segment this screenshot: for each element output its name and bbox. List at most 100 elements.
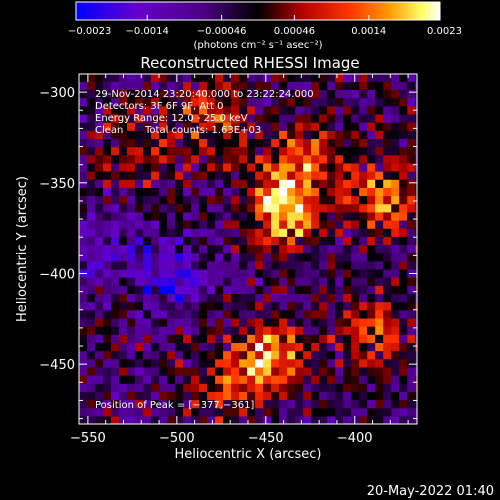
heatmap-cell — [167, 228, 176, 237]
heatmap-cell — [343, 187, 352, 197]
heatmap-cell — [399, 195, 408, 205]
heatmap-cell — [271, 252, 280, 262]
heatmap-cell — [191, 138, 200, 148]
heatmap-cell — [127, 97, 136, 107]
heatmap-cell — [319, 211, 328, 221]
heatmap-cell — [87, 171, 96, 180]
heatmap-cell — [399, 358, 408, 368]
heatmap-cell — [263, 171, 272, 180]
heatmap-cell — [151, 309, 160, 319]
heatmap-cell — [255, 130, 264, 139]
heatmap-cell — [215, 219, 224, 229]
heatmap-cell — [279, 285, 288, 295]
heatmap-cell — [311, 195, 320, 205]
heatmap-cell — [255, 171, 264, 180]
y-tick-label: −400 — [39, 267, 75, 282]
heatmap-cell — [351, 301, 360, 311]
heatmap-cell — [263, 366, 272, 376]
heatmap-cell — [215, 162, 224, 172]
heatmap-cell — [295, 130, 304, 139]
heatmap-cell — [327, 89, 336, 99]
heatmap-cell — [127, 268, 136, 278]
heatmap-cell — [199, 301, 208, 311]
heatmap-cell — [279, 130, 288, 139]
heatmap-cell — [383, 219, 392, 229]
heatmap-cell — [111, 293, 120, 303]
heatmap-cell — [223, 309, 232, 319]
heatmap-cell — [231, 277, 240, 286]
heatmap-cell — [375, 277, 384, 286]
heatmap-cell — [351, 342, 360, 352]
heatmap-cell — [199, 81, 208, 91]
heatmap-cell — [247, 171, 256, 180]
heatmap-cell — [359, 301, 368, 311]
heatmap-cell — [103, 244, 112, 254]
heatmap-cell — [151, 293, 160, 303]
heatmap-cell — [303, 203, 312, 213]
heatmap-cell — [327, 179, 336, 188]
heatmap-cell — [295, 138, 304, 148]
heatmap-cell — [279, 317, 288, 327]
heatmap-cell — [303, 179, 312, 188]
heatmap-cell — [87, 293, 96, 303]
heatmap-cell — [375, 81, 384, 91]
heatmap-cell — [351, 171, 360, 180]
heatmap-cell — [247, 252, 256, 262]
heatmap-cell — [151, 130, 160, 139]
heatmap-cell — [383, 138, 392, 148]
heatmap-cell — [175, 97, 184, 107]
heatmap-cell — [143, 211, 152, 221]
heatmap-cell — [215, 383, 224, 392]
heatmap-cell — [103, 358, 112, 368]
chart-title: Reconstructed RHESSI Image — [140, 54, 359, 72]
heatmap-cell — [119, 244, 128, 254]
heatmap-cell — [167, 187, 176, 197]
heatmap-cell — [239, 383, 248, 392]
heatmap-cell — [263, 154, 272, 164]
heatmap-cell — [119, 366, 128, 376]
heatmap-cell — [383, 211, 392, 221]
heatmap-cell — [359, 179, 368, 188]
heatmap-cell — [135, 268, 144, 278]
heatmap-cell — [95, 179, 104, 188]
heatmap-cell — [127, 236, 136, 246]
heatmap-cell — [207, 366, 216, 376]
heatmap-cell — [111, 195, 120, 205]
heatmap-cell — [239, 219, 248, 229]
heatmap-cell — [239, 81, 248, 91]
heatmap-cell — [415, 407, 417, 417]
heatmap-cell — [263, 399, 272, 409]
heatmap-cell — [143, 285, 152, 295]
heatmap-cell — [319, 105, 328, 115]
heatmap-cell — [151, 277, 160, 286]
heatmap-cell — [223, 105, 232, 115]
heatmap-cell — [295, 260, 304, 270]
heatmap-cell — [407, 391, 416, 401]
heatmap-cell — [391, 358, 400, 368]
heatmap-cell — [391, 171, 400, 180]
heatmap-cell — [87, 162, 96, 172]
heatmap-cell — [87, 154, 96, 164]
heatmap-cell — [143, 268, 152, 278]
heatmap-cell — [151, 113, 160, 123]
heatmap-cell — [199, 358, 208, 368]
heatmap-cell — [247, 97, 256, 107]
heatmap-cell — [231, 81, 240, 91]
heatmap-cell — [239, 317, 248, 327]
heatmap-cell — [383, 375, 392, 384]
heatmap-cell — [255, 228, 264, 237]
heatmap-cell — [391, 277, 400, 286]
heatmap-cell — [247, 334, 256, 343]
heatmap-cell — [159, 81, 168, 91]
heatmap-cell — [167, 383, 176, 392]
heatmap-cell — [367, 326, 376, 335]
heatmap-cell — [183, 277, 192, 286]
heatmap-cell — [343, 74, 352, 82]
heatmap-cell — [231, 146, 240, 156]
heatmap-cell — [359, 309, 368, 319]
heatmap-cell — [335, 74, 344, 82]
heatmap-cell — [391, 415, 400, 424]
heatmap-cell — [159, 301, 168, 311]
heatmap-cell — [391, 407, 400, 417]
